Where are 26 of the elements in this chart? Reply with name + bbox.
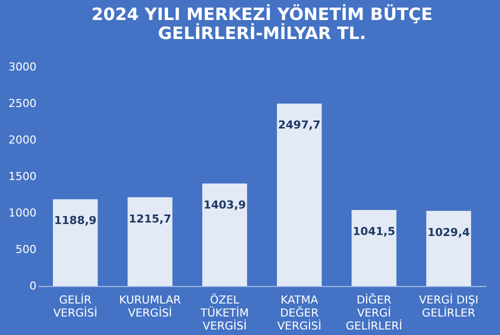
y-tick-label: 500 bbox=[16, 243, 36, 256]
bar bbox=[202, 184, 248, 286]
y-tick-label: 1000 bbox=[8, 206, 36, 220]
bar bbox=[128, 197, 172, 286]
y-tick-label: 2500 bbox=[8, 97, 36, 110]
x-tick-label: KATMA DEĞER VERGİSİ bbox=[277, 294, 322, 332]
y-tick-label: 1500 bbox=[8, 170, 36, 183]
x-tick-label: DİĞER VERGİ GELİRLERİ bbox=[346, 292, 402, 332]
y-tick-label: 3000 bbox=[8, 60, 36, 74]
bar bbox=[426, 210, 472, 286]
data-label: 1403,9 bbox=[203, 198, 246, 212]
bar bbox=[276, 104, 322, 286]
data-label: 1215,7 bbox=[128, 212, 172, 226]
bar bbox=[52, 199, 98, 286]
data-label: 2497,7 bbox=[278, 118, 321, 132]
x-tick-label: VERGİ DIŞI GELİRLER bbox=[419, 292, 478, 320]
x-tick-label: GELİR VERGİSİ bbox=[53, 292, 98, 320]
data-label: 1041,5 bbox=[352, 224, 396, 238]
data-label: 1029,4 bbox=[427, 226, 470, 239]
x-tick-label: ÖZEL TÜKETİM VERGİSİ bbox=[199, 292, 249, 332]
bar bbox=[352, 210, 396, 286]
x-tick-label: KURUMLAR VERGİSİ bbox=[119, 294, 182, 320]
y-tick-label: 2000 bbox=[8, 134, 36, 146]
y-tick-label: 0 bbox=[30, 280, 36, 292]
data-label: 1188,9 bbox=[54, 214, 97, 228]
text: GELİRLERİ-MİLYAR TL. bbox=[158, 24, 366, 44]
